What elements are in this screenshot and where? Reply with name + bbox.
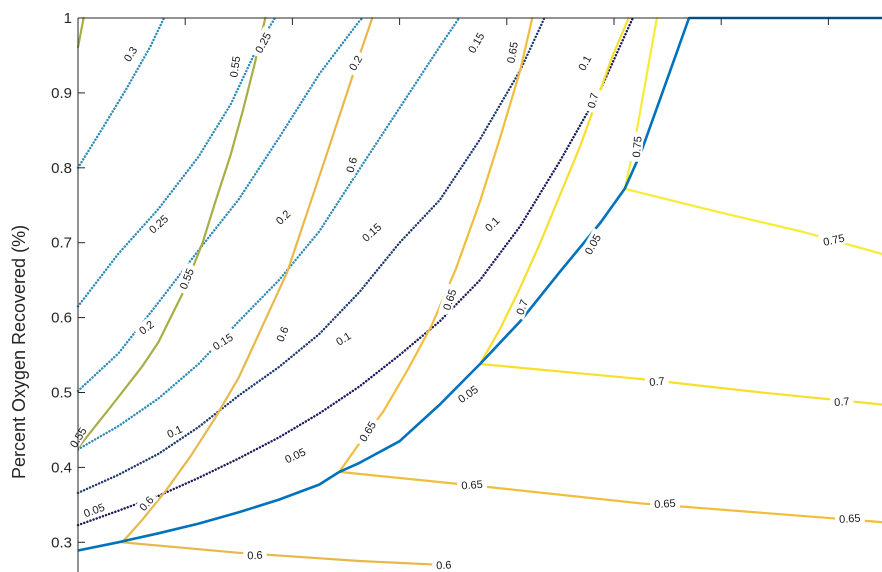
contour-line-0.65r xyxy=(338,470,882,524)
contour-label-group: 0.65 xyxy=(502,36,521,69)
contour-label-group: 0.65 xyxy=(649,495,681,511)
contour-label-bg xyxy=(329,326,357,350)
y-tick-label: 1 xyxy=(64,10,72,27)
contour-label: 0.65 xyxy=(839,513,861,526)
contour-lines xyxy=(76,16,882,566)
contour-label-bg xyxy=(174,262,198,295)
contour-label-bg xyxy=(572,49,596,76)
contour-label-group: 0.6 xyxy=(242,547,267,563)
contour-label-bg xyxy=(343,49,367,76)
contour-label: 0.7 xyxy=(586,92,602,110)
contour-label-bg xyxy=(269,204,296,230)
contour-label-bg xyxy=(225,51,243,83)
contour-label-bg xyxy=(341,151,361,178)
contour-label-bg xyxy=(77,498,111,521)
contour-label-bg xyxy=(462,26,489,59)
contour-label: 0.75 xyxy=(822,233,845,249)
contour-label: 0.75 xyxy=(631,136,645,158)
contour-label-group: 0.6 xyxy=(431,557,456,572)
contour-label-bg xyxy=(242,547,267,562)
contour-line-0.7r xyxy=(478,362,882,406)
contour-label-group: 0.6 xyxy=(271,320,293,348)
contour-label: 0.6 xyxy=(436,559,452,572)
contour-label-bg xyxy=(355,217,387,247)
contour-labels: 0.30.250.250.20.20.20.150.150.150.10.10.… xyxy=(64,26,865,572)
contour-line-0.15 xyxy=(76,16,461,451)
contour-label-group: 0.1 xyxy=(161,420,188,442)
contour-label-group: 0.7 xyxy=(582,87,602,114)
feasibility-boundary xyxy=(77,16,882,552)
contour-label-bg xyxy=(438,283,460,316)
contour-label-group: 0.65 xyxy=(456,476,488,492)
contour-label-group: 0.65 xyxy=(834,510,865,526)
contour-label-bg xyxy=(456,476,488,492)
contour-line-0.55 xyxy=(76,16,267,449)
contour-label-group: 0.75 xyxy=(628,131,645,163)
contour-label: 0.55 xyxy=(228,55,243,78)
contour-label-bg xyxy=(649,495,681,511)
contour-line-0.05 xyxy=(76,16,634,527)
contour-line-0.7 xyxy=(478,16,630,366)
contour-label-bg xyxy=(478,210,505,237)
top-ticks xyxy=(77,18,829,25)
contour-label-bg xyxy=(431,557,456,572)
contour-label-bg xyxy=(829,393,854,409)
contour-label-bg xyxy=(271,320,293,348)
contour-label-bg xyxy=(817,229,850,249)
y-tick-label: 0.8 xyxy=(51,160,72,177)
contour-label-group: 0.55 xyxy=(225,51,243,83)
contour-label-group: 0.7 xyxy=(644,373,669,389)
contour-label-bg xyxy=(133,490,159,517)
contour-label-bg xyxy=(142,208,174,239)
y-tick-label: 0.7 xyxy=(51,235,72,252)
contour-line-0.75 xyxy=(623,16,658,190)
contour-label-bg xyxy=(353,415,381,448)
contour-label: 0.7 xyxy=(514,298,531,316)
contour-label-bg xyxy=(206,327,239,355)
y-ticks: 0.3 0.4 0.5 0.6 0.7 0.8 0.9 1 xyxy=(51,10,85,551)
contour-label-bg xyxy=(118,40,142,68)
y-tick-label: 0.3 xyxy=(51,534,72,551)
contour-label: 0.65 xyxy=(505,41,521,64)
contour-label-group: 0.75 xyxy=(817,229,850,249)
contour-label: 0.1 xyxy=(165,424,184,441)
contour-label: 0.6 xyxy=(275,325,292,344)
contour-label-bg xyxy=(511,293,532,321)
contour-label-bg xyxy=(161,420,188,442)
contour-label-bg xyxy=(834,510,865,526)
y-tick-label: 0.4 xyxy=(51,459,72,476)
contour-line-0.1 xyxy=(76,16,546,495)
contour-line-0.3 xyxy=(76,16,166,169)
contour-label-group: 0.7 xyxy=(829,393,854,409)
contour-label-bg xyxy=(249,26,276,59)
contour-label-group: 0.7 xyxy=(511,293,532,321)
contour-label: 0.7 xyxy=(834,396,850,409)
y-axis-label: Percent Oxygen Recovered (%) xyxy=(9,225,29,479)
boundary-curve xyxy=(77,16,882,552)
contour-label: 0.6 xyxy=(345,156,361,174)
contour-label: 0.7 xyxy=(649,376,665,389)
contour-label-bg xyxy=(502,36,521,69)
contour-label: 0.65 xyxy=(461,479,483,492)
axes xyxy=(77,17,882,572)
y-tick-label: 0.5 xyxy=(51,385,72,402)
contour-label: 0.65 xyxy=(654,498,676,511)
contour-label-bg xyxy=(278,442,312,468)
contour-label-bg xyxy=(644,373,669,389)
contour-line-0.55b xyxy=(76,16,85,49)
contour-label-bg xyxy=(628,131,645,163)
contour-label: 0.6 xyxy=(247,550,263,563)
contour-line-0.6 xyxy=(121,16,374,544)
contour-line-0.2 xyxy=(76,16,364,393)
contour-label-bg xyxy=(579,227,606,261)
contour-label-group: 0.6 xyxy=(341,151,361,178)
contour-label-bg xyxy=(132,314,160,340)
y-tick-label: 0.9 xyxy=(51,85,72,102)
contour-label-bg xyxy=(582,87,602,114)
contour-label-bg xyxy=(451,379,484,408)
y-tick-label: 0.6 xyxy=(51,310,72,327)
contour-line-0.6r xyxy=(121,541,441,566)
